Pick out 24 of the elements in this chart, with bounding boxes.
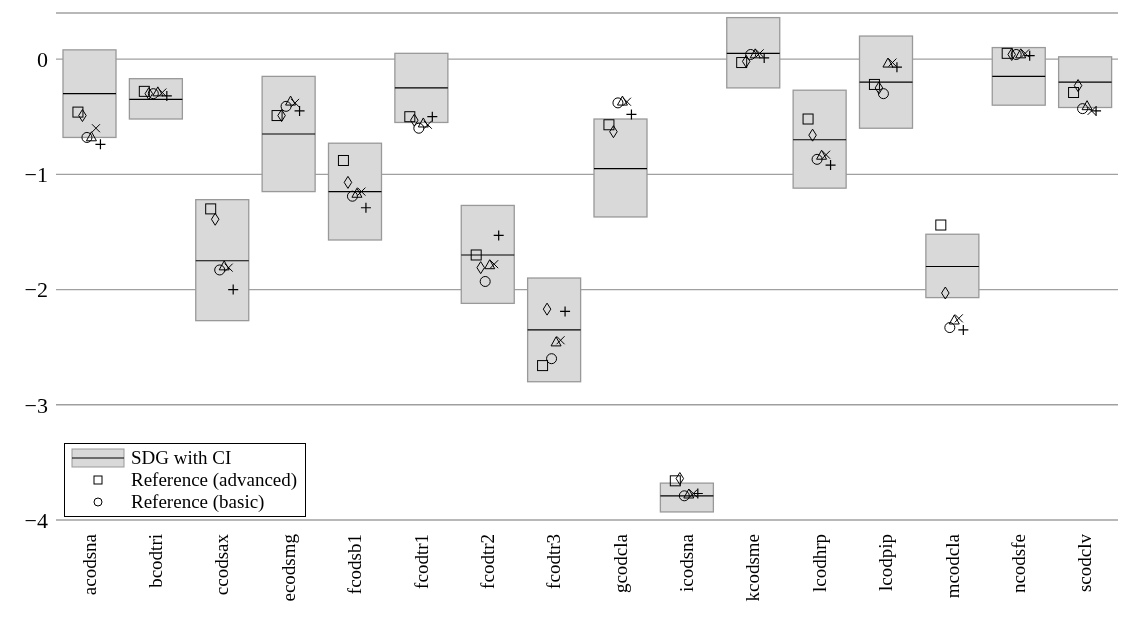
x-tick-label: lcodhrp [808,534,830,593]
legend-label: Reference (advanced) [131,469,298,491]
x-tick-label: lcodpip [875,534,897,591]
x-tick-label: gcodcla [609,533,631,594]
x-tick-label: fcodtr3 [543,534,565,589]
x-tick-label: kcodsme [742,534,764,602]
legend-label: Reference (basic) [131,491,265,513]
legend-label: SDG with CI [131,447,232,469]
x-tick-label: fcodtr2 [476,534,498,589]
y-tick-label: −3 [24,392,48,418]
x-tick-label: acodsna [78,533,100,596]
y-tick-label: −1 [24,162,48,188]
x-tick-label: bcodtri [145,534,167,588]
x-tick-label: fcodsb1 [344,534,366,595]
x-tick-label: ccodsax [211,533,233,596]
x-tick-label: scodclv [1074,533,1096,593]
x-tick-label: fcodtr1 [410,534,432,589]
x-tick-label: icodsna [676,533,698,593]
y-tick-label: 0 [37,46,48,72]
y-tick-label: −2 [24,277,48,303]
x-tick-label: ecodsmg [277,533,299,602]
x-tick-label: mcodcla [941,533,963,599]
x-tick-label: ncodsfe [1007,534,1029,594]
y-tick-label: −4 [24,507,48,533]
